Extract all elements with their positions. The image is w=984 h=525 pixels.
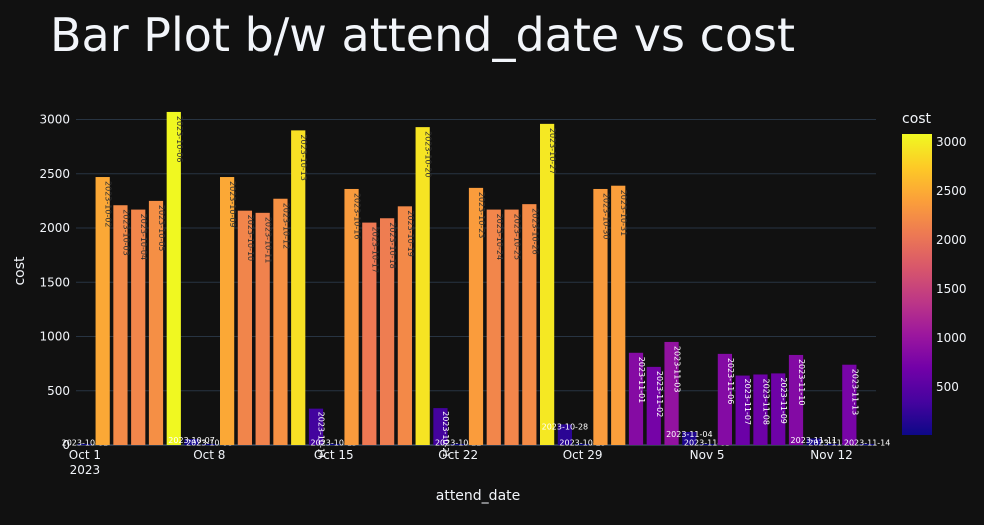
x-tick-label: Nov 5 <box>690 448 725 462</box>
bar-label: 2023-11-10 <box>797 359 806 406</box>
bar-label: 2023-10-20 <box>424 131 433 178</box>
bar-label: 2023-11-02 <box>655 371 664 418</box>
bar-label: 2023-10-13 <box>299 134 308 181</box>
y-axis-ticks: 0 500 1000 1500 2000 2500 3000 <box>39 113 70 452</box>
x-tick-label: Nov 12 <box>810 448 853 462</box>
colorbar-ticks: 500 1000 1500 2000 2500 3000 <box>936 135 967 394</box>
bar-label: 2023-11-09 <box>779 377 788 424</box>
y-axis-label: cost <box>12 256 28 286</box>
colorbar-tick-label: 3000 <box>936 135 967 149</box>
bar-label: 2023-10-25 <box>513 214 522 261</box>
x-tick-label: Oct 8 <box>193 448 225 462</box>
y-tick-label: 1000 <box>39 330 70 344</box>
bar-label: 2023-10-10 <box>246 215 255 262</box>
y-tick-label: 500 <box>47 384 70 398</box>
bar-label: 2023-10-12 <box>281 203 290 250</box>
bar-label: 2023-10-27 <box>548 128 557 174</box>
bar-label: 2023-11-07 <box>743 379 752 426</box>
bar-label: 2023-11-03 <box>673 346 682 393</box>
bar-label: 2023-10-06 <box>175 116 184 163</box>
y-tick-label: 3000 <box>39 113 70 127</box>
bar-label: 2023-10-23 <box>477 192 486 239</box>
bar-label: 2023-10-17 <box>370 227 379 274</box>
y-tick-label: 2500 <box>39 167 70 181</box>
x-tick-label: Oct 15 <box>314 448 354 462</box>
bar-label: 2023-10-09 <box>228 181 237 228</box>
bar-label: 2023-11-06 <box>726 358 735 405</box>
colorbar-tick-label: 1500 <box>936 282 967 296</box>
bar-label: 2023-10-11 <box>264 217 273 264</box>
bar-label: 2023-10-31 <box>619 190 628 237</box>
colorbar-tick-label: 2000 <box>936 233 967 247</box>
bar-label: 2023-11-08 <box>761 378 770 425</box>
bar-label: 2023-10-02 <box>104 181 113 227</box>
bar-label: 2023-11-14 <box>844 439 891 448</box>
y-tick-label: 1500 <box>39 275 70 289</box>
colorbar-tick-label: 1000 <box>936 331 967 345</box>
x-tick-label: Oct 1 <box>69 448 101 462</box>
colorbar-tick-label: 2500 <box>936 184 967 198</box>
x-tick-label: Oct 22 <box>438 448 478 462</box>
bar-label: 2023-10-05 <box>157 205 166 252</box>
x-tick-label: Oct 29 <box>563 448 603 462</box>
y-tick-label: 2000 <box>39 221 70 235</box>
x-axis-label: attend_date <box>436 488 521 504</box>
bar-label: 2023-10-16 <box>353 193 362 240</box>
bar-label: 2023-10-30 <box>601 193 610 240</box>
colorbar-tick-label: 500 <box>936 380 959 394</box>
bar-label: 2023-11-13 <box>850 369 859 416</box>
bar-label: 2023-10-24 <box>495 214 504 261</box>
x-tick-sublabel: 2023 <box>70 463 101 477</box>
bar-label: 2023-10-18 <box>388 222 397 268</box>
bar-label: 2023-10-28 <box>542 423 589 432</box>
bar-label: 2023-11-01 <box>637 357 646 404</box>
colorbar-gradient <box>902 134 932 435</box>
bar-label: 2023-10-26 <box>530 208 539 255</box>
bar-label: 2023-10-03 <box>121 209 130 256</box>
colorbar: cost 500 1000 1500 2000 2500 3000 <box>902 111 967 435</box>
bar-label: 2023-10-19 <box>406 210 415 256</box>
colorbar-title: cost <box>902 111 932 127</box>
bar-label: 2023-10-04 <box>139 214 148 261</box>
bar-series: 2023-10-01 2023-10-02 2023-10-03 2023-10-04… <box>62 112 891 458</box>
